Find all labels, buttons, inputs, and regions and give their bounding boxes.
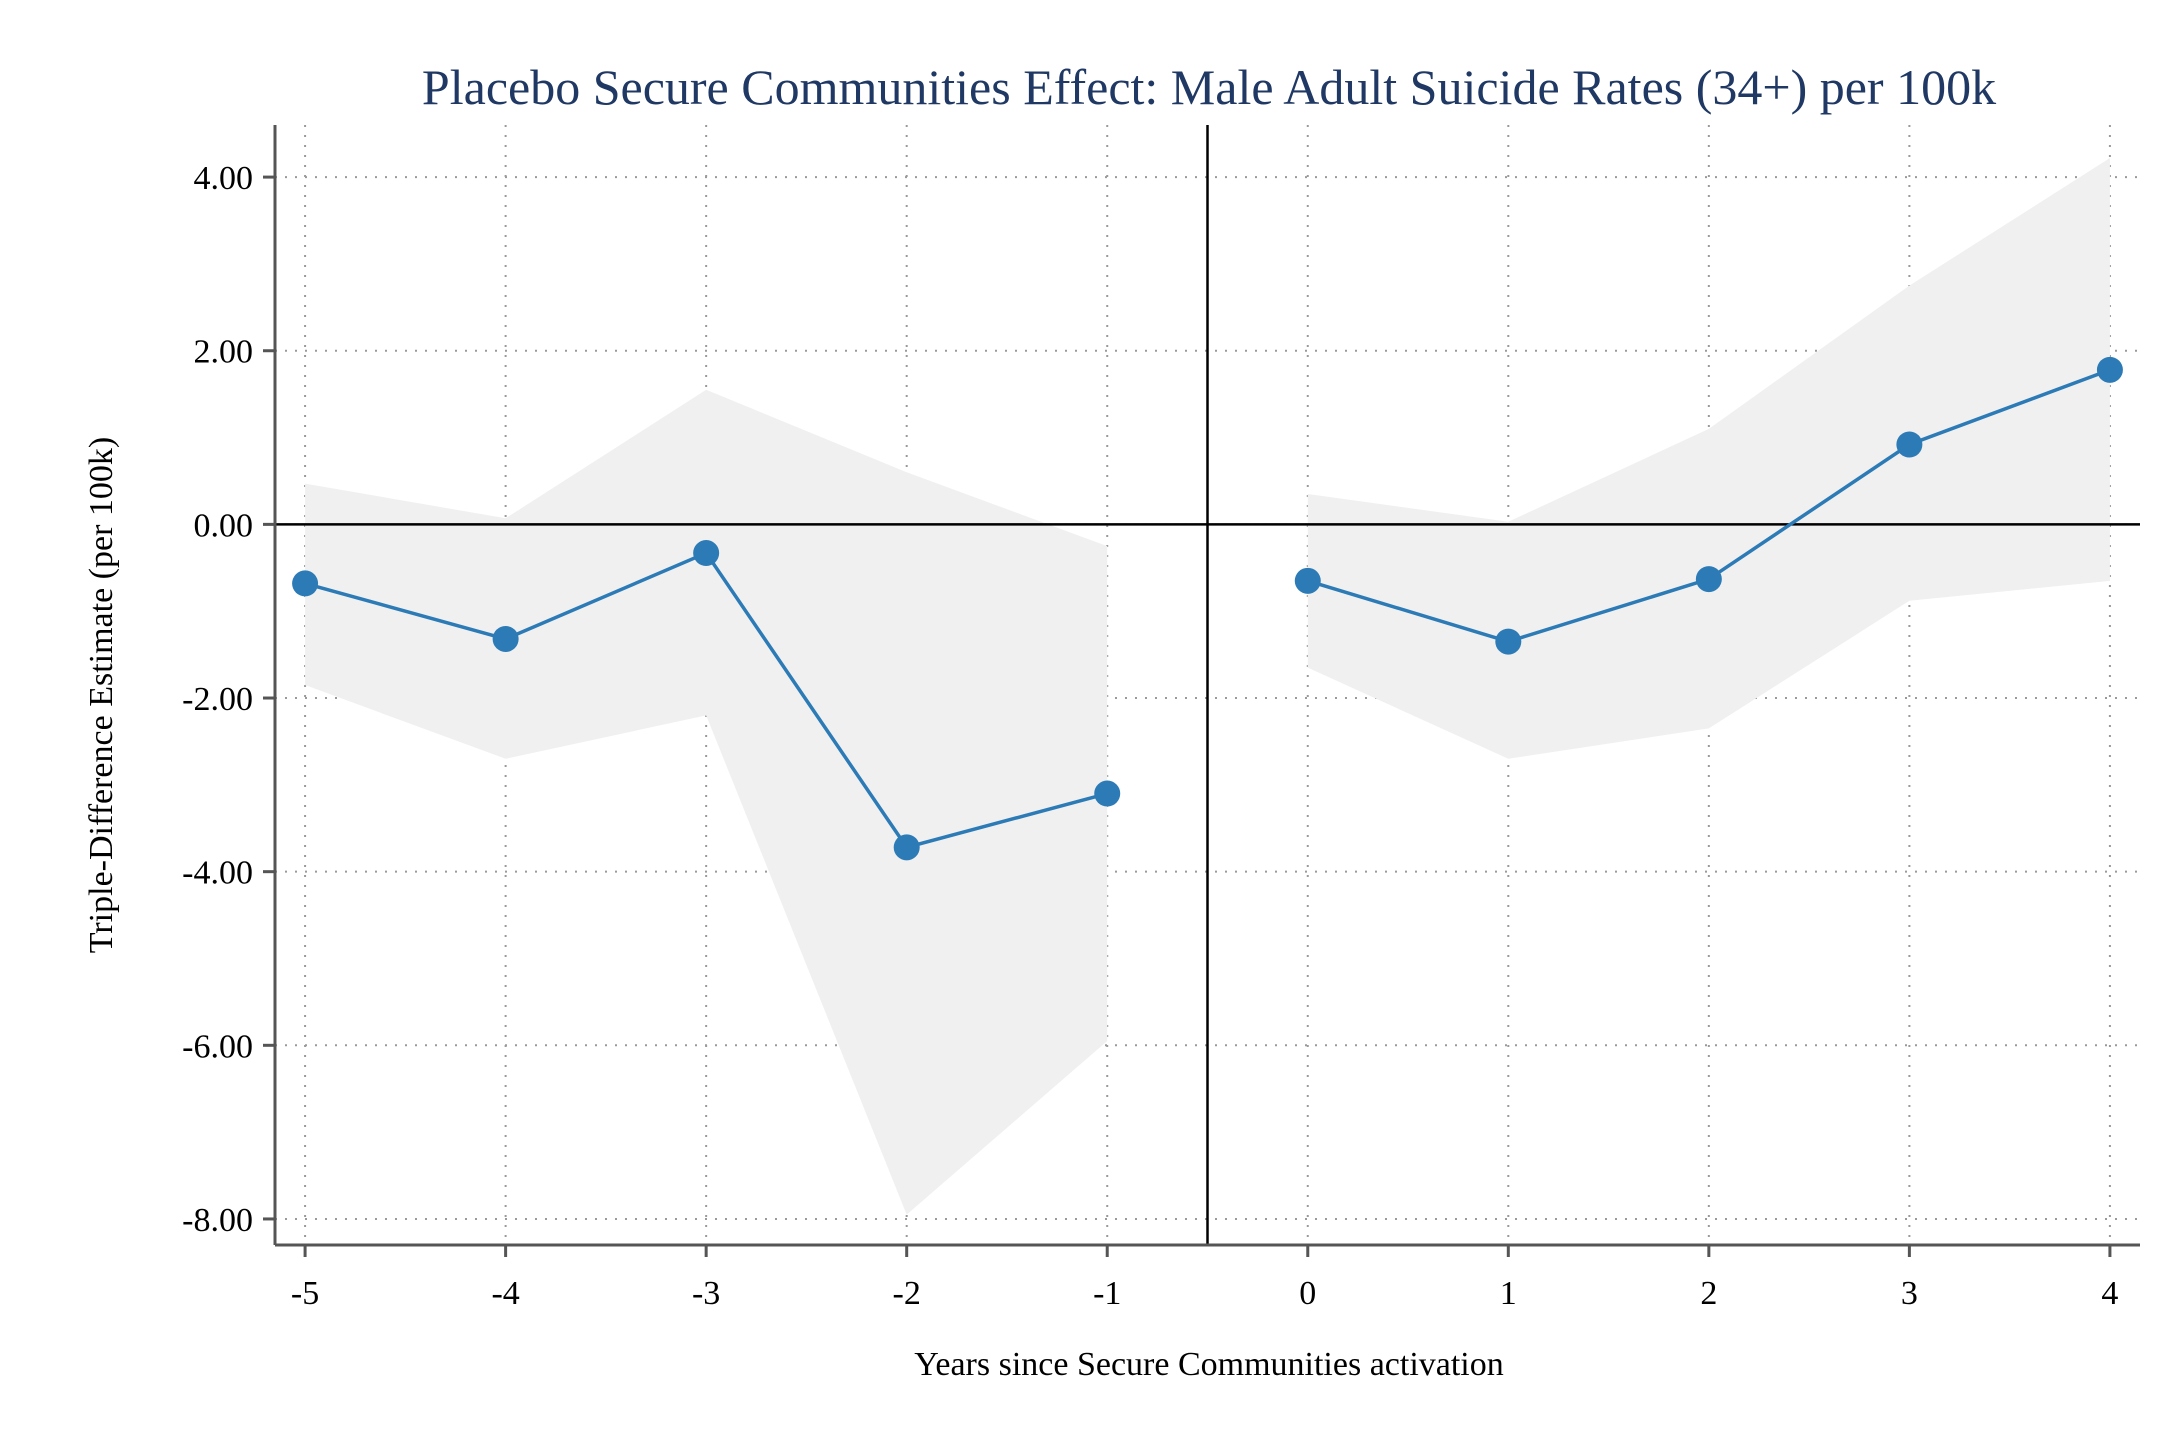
- data-point: [1495, 628, 1522, 655]
- x-tick-label: -5: [291, 1275, 319, 1312]
- data-point: [2096, 356, 2123, 383]
- data-point: [1094, 780, 1121, 807]
- y-tick-label: -2.00: [182, 681, 253, 718]
- reference-lines: [275, 125, 2140, 1245]
- data-point: [1294, 567, 1321, 594]
- x-tick-label: -3: [692, 1275, 720, 1312]
- ci-bands: [305, 157, 2110, 1215]
- y-tick-label: 2.00: [194, 334, 254, 371]
- data-points: [292, 356, 2123, 861]
- data-point: [1695, 566, 1722, 593]
- y-tick-label: 4.00: [194, 160, 254, 197]
- axes: [263, 125, 2140, 1257]
- x-tick-label: 1: [1500, 1275, 1517, 1312]
- x-tick-label: -2: [893, 1275, 921, 1312]
- ci-band: [305, 389, 1108, 1215]
- x-tick-label: 4: [2101, 1275, 2118, 1312]
- data-point: [1896, 431, 1923, 458]
- x-tick-labels: -5 -4 -3 -2 -1 0 1 2 3 4: [291, 1275, 2119, 1312]
- y-axis-label: Triple-Difference Estimate (per 100k): [83, 437, 120, 953]
- data-point: [893, 834, 920, 861]
- x-tick-label: 2: [1700, 1275, 1717, 1312]
- ci-band: [1307, 157, 2110, 759]
- x-tick-label: 0: [1299, 1275, 1316, 1312]
- y-tick-label: 0.00: [194, 507, 254, 544]
- chart-title: Placebo Secure Communities Effect: Male …: [422, 59, 1996, 115]
- x-axis-label: Years since Secure Communities activatio…: [914, 1346, 1504, 1383]
- x-tick-label: 3: [1901, 1275, 1918, 1312]
- data-point: [292, 570, 319, 597]
- y-tick-label: -6.00: [182, 1028, 253, 1065]
- x-tick-label: -4: [491, 1275, 519, 1312]
- data-point: [693, 540, 720, 567]
- x-tick-label: -1: [1093, 1275, 1121, 1312]
- data-point: [492, 625, 519, 652]
- y-tick-label: -4.00: [182, 855, 253, 892]
- y-tick-labels: 4.00 2.00 0.00 -2.00 -4.00 -6.00 -8.00: [182, 160, 253, 1239]
- y-tick-label: -8.00: [182, 1202, 253, 1239]
